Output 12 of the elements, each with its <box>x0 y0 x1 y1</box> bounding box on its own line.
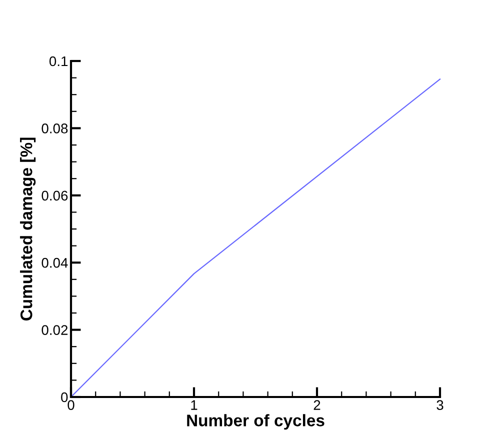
y-tick-label: 0.1 <box>49 56 68 66</box>
y-tick-label: 0.04 <box>42 258 68 268</box>
x-tick-label: 1 <box>191 400 198 410</box>
y-axis-title: Cumulated damage [%] <box>20 138 36 320</box>
y-tick-label: 0.02 <box>42 325 68 335</box>
x-tick-label: 3 <box>436 400 444 410</box>
x-tick-label: 2 <box>314 400 320 410</box>
x-tick-label: 0 <box>68 400 74 410</box>
y-tick-label: 0.06 <box>42 190 68 201</box>
y-tick-label: 0 <box>61 392 68 402</box>
x-axis-title: Number of cycles <box>187 414 324 430</box>
y-tick-label: 0.08 <box>42 124 68 134</box>
